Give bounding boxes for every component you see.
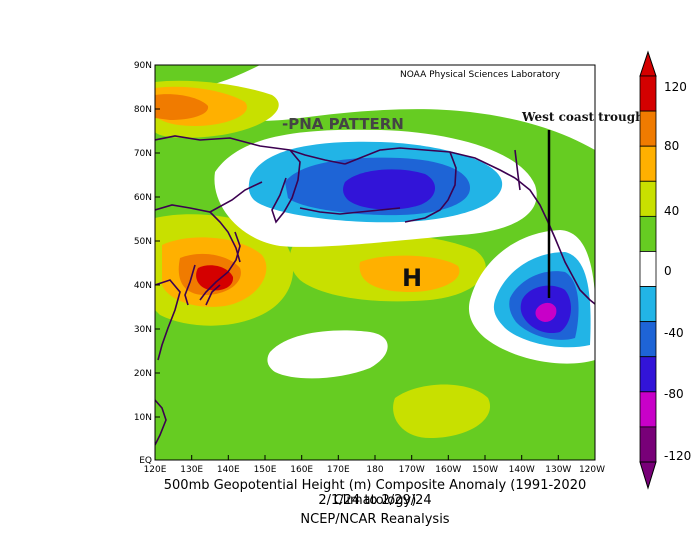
lon-label: 170E bbox=[327, 465, 350, 475]
latitude-labels: 90N 80N 70N 60N 50N 40N 30N 20N 10N EQ bbox=[134, 61, 152, 466]
lat-label: 70N bbox=[134, 149, 152, 159]
source-label: NOAA Physical Sciences Laboratory bbox=[400, 70, 561, 80]
lon-label: 130E bbox=[180, 465, 203, 475]
caption-title: 500mb Geopotential Height (m) Composite … bbox=[163, 478, 587, 508]
colorbar-cell bbox=[639, 426, 657, 463]
caption-source: NCEP/NCAR Reanalysis bbox=[300, 512, 450, 527]
colorbar-cell bbox=[639, 391, 657, 428]
longitude-labels: 120E 130E 140E 150E 160E 170E 180 170W 1… bbox=[144, 465, 606, 475]
colorbar-tick: 80 bbox=[664, 139, 679, 153]
colorbar-cell bbox=[639, 145, 657, 182]
grid-ticks bbox=[155, 65, 559, 460]
map-frame bbox=[154, 64, 596, 461]
lon-label: 150E bbox=[254, 465, 277, 475]
west-coast-trough-label: West coast trough bbox=[521, 110, 644, 124]
lat-label: 80N bbox=[134, 105, 152, 115]
colorbar-tick: 0 bbox=[664, 264, 672, 278]
colorbar-ticks: 120 80 40 0 -40 -80 -120 bbox=[664, 80, 691, 463]
lat-label: 10N bbox=[134, 413, 152, 423]
colorbar-tick: -120 bbox=[664, 449, 691, 463]
coastlines bbox=[155, 135, 595, 446]
lon-label: 140W bbox=[509, 465, 535, 475]
lat-label: 30N bbox=[134, 325, 152, 335]
colorbar-cell bbox=[639, 180, 657, 217]
colorbar-cell bbox=[639, 75, 657, 112]
caption-date-range: 2/1/24 to 2/29/24 bbox=[318, 493, 432, 508]
lon-label: 140E bbox=[217, 465, 240, 475]
colorbar-tick: 120 bbox=[664, 80, 687, 94]
pna-pattern-label: -PNA PATTERN bbox=[282, 115, 404, 133]
colorbar bbox=[639, 50, 657, 490]
lon-label: 170W bbox=[399, 465, 425, 475]
lon-label: 120E bbox=[144, 465, 167, 475]
lon-label: 150W bbox=[472, 465, 498, 475]
colorbar-bottom-arrow bbox=[639, 461, 657, 490]
lat-label: 90N bbox=[134, 61, 152, 71]
colorbar-cell bbox=[639, 215, 657, 252]
colorbar-tick: 40 bbox=[664, 204, 679, 218]
source-label-box bbox=[382, 67, 592, 81]
high-pressure-label: H bbox=[402, 264, 422, 292]
lat-label: EQ bbox=[139, 456, 152, 466]
lat-label: 20N bbox=[134, 369, 152, 379]
lat-label: 40N bbox=[134, 281, 152, 291]
lon-label: 160E bbox=[290, 465, 313, 475]
colorbar-cell bbox=[639, 110, 657, 147]
anomaly-field bbox=[155, 65, 595, 460]
colorbar-cell bbox=[639, 286, 657, 323]
lat-label: 50N bbox=[134, 237, 152, 247]
lon-label: 160W bbox=[435, 465, 461, 475]
colorbar-cell bbox=[639, 356, 657, 393]
colorbar-tick: -40 bbox=[664, 326, 684, 340]
colorbar-cell bbox=[639, 251, 657, 287]
lon-label: 120W bbox=[579, 465, 605, 475]
colorbar-cell bbox=[639, 321, 657, 358]
lat-label: 60N bbox=[134, 193, 152, 203]
lon-label: 180 bbox=[366, 465, 383, 475]
colorbar-top-arrow bbox=[639, 50, 657, 77]
lon-label: 130W bbox=[545, 465, 571, 475]
colorbar-tick: -80 bbox=[664, 387, 684, 401]
